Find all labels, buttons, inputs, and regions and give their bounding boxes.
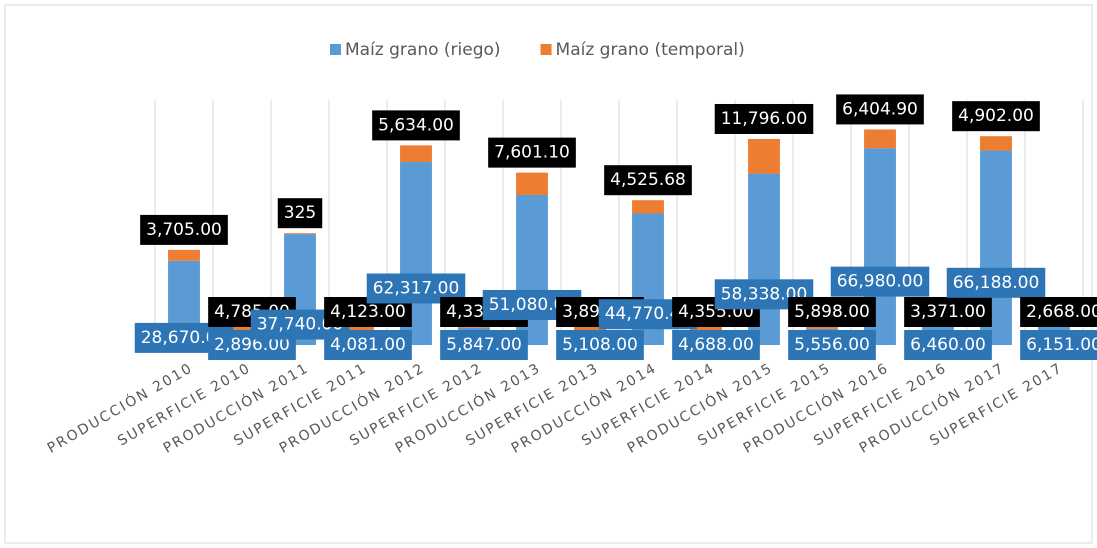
bar: [168, 249, 200, 261]
data-label: 325: [284, 203, 316, 223]
data-label: 4,081.00: [330, 335, 406, 355]
data-label: 66,188.00: [953, 273, 1040, 293]
data-label-box: [788, 297, 876, 327]
data-label: 44,770.40: [605, 304, 692, 324]
data-label-box: [556, 330, 644, 360]
data-label: 6,151.00: [1026, 335, 1097, 355]
data-label: 37,740.00: [257, 315, 344, 335]
data-label-box: [440, 330, 528, 360]
data-label: 58,338.00: [721, 284, 808, 304]
data-label-box: [1020, 330, 1097, 360]
bar: [400, 145, 432, 162]
data-label-box: [1020, 297, 1097, 327]
data-label: 2,896.00: [214, 335, 290, 355]
data-label-box: [488, 137, 576, 168]
data-label-box: [714, 103, 814, 134]
data-label: 28,670.00: [141, 328, 228, 348]
legend-swatch: [540, 44, 552, 55]
data-label: 5,898.00: [794, 302, 870, 322]
data-label: 2,668.00: [1026, 302, 1097, 322]
data-label-box: [836, 94, 924, 125]
data-label: 4,688.00: [678, 335, 754, 355]
data-label: 51,080.00: [489, 295, 576, 315]
legend-label: Maíz grano (temporal): [556, 40, 745, 60]
data-label-box: [904, 330, 992, 360]
bar: [632, 200, 664, 214]
data-label: 6,404.90: [842, 99, 918, 119]
legend-label: Maíz grano (riego): [345, 40, 501, 60]
data-label-box: [324, 330, 412, 360]
bar: [864, 129, 896, 149]
data-label: 3,705.00: [146, 220, 222, 240]
data-label: 4,123.00: [330, 302, 406, 322]
data-label: 5,634.00: [378, 115, 454, 135]
data-label-box: [140, 214, 228, 245]
data-label-box: [946, 267, 1046, 298]
data-label: 66,980.00: [837, 272, 924, 292]
data-label-box: [788, 330, 876, 360]
data-label: 11,796.00: [721, 109, 808, 129]
data-label-box: [277, 198, 323, 229]
data-label-box: [604, 165, 692, 196]
data-label: 62,317.00: [373, 278, 460, 298]
data-label-box: [952, 101, 1040, 132]
data-label: 6,460.00: [910, 335, 986, 355]
data-label: 5,556.00: [794, 335, 870, 355]
bar: [980, 136, 1012, 151]
data-label: 3,371.00: [910, 302, 986, 322]
legend-swatch: [330, 44, 341, 55]
data-label-box: [372, 110, 460, 141]
data-label-box: [672, 330, 760, 360]
bar: [284, 233, 316, 235]
data-label: 5,108.00: [562, 335, 638, 355]
bar: [748, 138, 780, 174]
data-label: 5,847.00: [446, 335, 522, 355]
data-label: 4,525.68: [610, 170, 686, 190]
data-label-box: [830, 266, 930, 297]
data-label: 4,902.00: [958, 106, 1034, 126]
data-label: 7,601.10: [494, 143, 570, 163]
data-label-box: [904, 297, 992, 327]
bar: [516, 172, 548, 195]
